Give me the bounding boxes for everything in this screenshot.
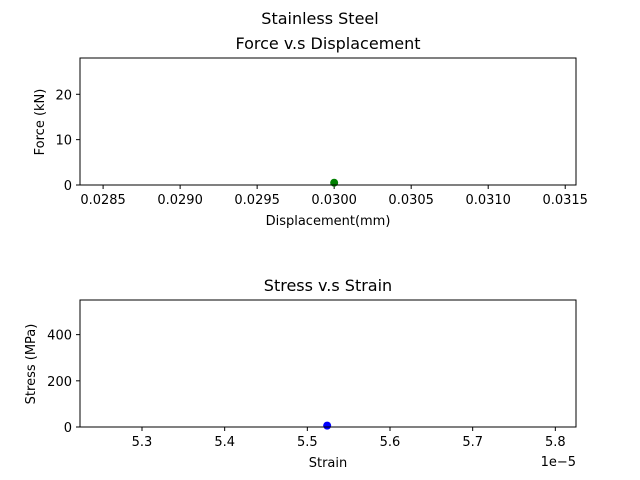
chart-title: Stress v.s Strain [264, 276, 392, 295]
data-points [323, 421, 332, 430]
plot-frame [79, 57, 577, 186]
x-tick-label: 5.7 [462, 435, 483, 450]
x-ticks: 5.3 5.4 5.5 5.6 5.7 5.8 [132, 427, 566, 450]
chart-title: Force v.s Displacement [235, 34, 420, 53]
x-tick-label: 5.4 [214, 435, 235, 450]
x-tick-label: 0.0305 [388, 193, 434, 208]
x-tick-label: 0.0310 [465, 193, 511, 208]
x-tick-label: 0.0315 [542, 193, 588, 208]
x-tick-label: 5.6 [380, 435, 401, 450]
y-tick-label: 10 [55, 134, 72, 149]
x-tick-label: 5.5 [297, 435, 318, 450]
x-ticks: 0.0285 0.0290 0.0295 0.0300 0.0305 0.0310 0.03… [80, 185, 588, 208]
x-offset-label: 1e−5 [541, 455, 576, 470]
data-point [323, 421, 332, 430]
force-displacement-chart: Force v.s Displacement Displacement(mm) … [33, 34, 588, 229]
stress-strain-chart: Stress v.s Strain Strain Stress (MPa) 1e… [24, 276, 577, 471]
x-tick-label: 0.0290 [157, 193, 203, 208]
y-tick-label: 0 [64, 179, 72, 194]
x-tick-label: 0.0295 [234, 193, 280, 208]
x-tick-label: 0.0285 [80, 193, 126, 208]
y-axis-label: Force (kN) [33, 89, 48, 156]
y-tick-label: 400 [47, 329, 72, 344]
plot-frame [79, 299, 577, 428]
y-tick-label: 20 [55, 88, 72, 103]
x-tick-label: 5.8 [545, 435, 566, 450]
data-point [330, 178, 339, 187]
x-axis-label: Displacement(mm) [266, 214, 391, 229]
figure-suptitle: Stainless Steel [261, 9, 378, 28]
x-tick-label: 0.0300 [311, 193, 357, 208]
y-axis-label: Stress (MPa) [24, 324, 39, 405]
y-tick-label: 200 [47, 375, 72, 390]
data-points [330, 178, 339, 187]
x-tick-label: 5.3 [132, 435, 153, 450]
y-ticks: 0 200 400 [47, 329, 80, 436]
x-axis-label: Strain [309, 456, 348, 471]
y-tick-label: 0 [64, 421, 72, 436]
y-ticks: 0 10 20 [55, 88, 80, 194]
